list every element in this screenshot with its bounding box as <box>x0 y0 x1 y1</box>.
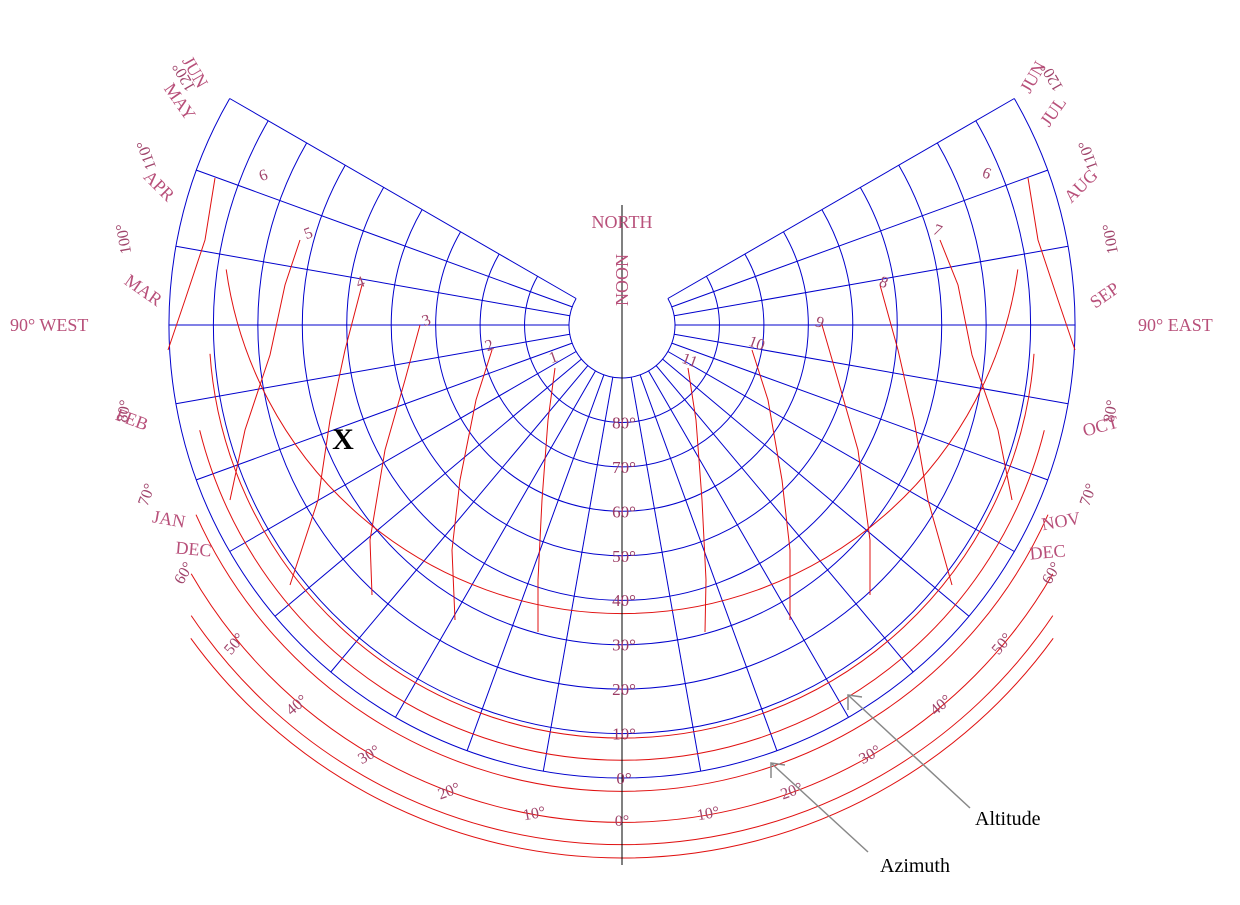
azimuth-label: 100° <box>113 222 135 255</box>
azimuth-radial <box>667 351 1015 552</box>
altitude-label: 0° <box>616 769 631 788</box>
azimuth-radial <box>542 377 614 772</box>
altitude-label: 30° <box>612 636 636 655</box>
east-label: 90° EAST <box>1138 315 1213 335</box>
altitude-label: 80° <box>612 413 636 432</box>
annotation-arrows <box>770 694 971 853</box>
altitude-label: 50° <box>612 547 636 566</box>
hour-label: 3 <box>420 311 433 330</box>
azimuth-radial <box>648 370 849 718</box>
azimuth-radial <box>630 377 702 772</box>
hour-line <box>751 349 791 620</box>
azimuth-radial <box>196 342 573 481</box>
azimuth-label: 80° <box>1101 399 1122 424</box>
azimuth-radial <box>466 374 605 751</box>
azimuth-annotation: Azimuth <box>880 855 950 877</box>
azimuth-radial <box>667 98 1015 299</box>
label-layer: NORTH NOON 90° WEST 90° EAST X Altitude … <box>10 53 1213 877</box>
hour-line <box>821 324 871 595</box>
hour-line <box>879 284 953 586</box>
west-label: 90° WEST <box>10 315 88 335</box>
altitude-label: 60° <box>612 502 636 521</box>
hour-label: 7 <box>931 221 944 240</box>
month-label: FEB <box>113 404 151 434</box>
azimuth-label: 0° <box>615 813 629 830</box>
hour-label: 2 <box>483 336 496 355</box>
altitude-annotation: Altitude <box>975 808 1041 830</box>
altitude-label: 10° <box>612 725 636 744</box>
altitude-arrowhead <box>847 694 863 710</box>
azimuth-label: 110° <box>134 138 160 172</box>
azimuth-label: 40° <box>283 692 311 719</box>
month-label: JUL <box>1036 93 1070 130</box>
azimuth-radial <box>395 370 596 718</box>
azimuth-radial <box>196 169 573 308</box>
hour-line <box>1027 177 1076 351</box>
azimuth-arrow <box>770 762 869 853</box>
azimuth-arrowhead <box>770 762 786 778</box>
hour-label: 10 <box>746 333 767 354</box>
hour-label: 6 <box>257 166 270 185</box>
azimuth-label: 80° <box>114 399 135 424</box>
azimuth-radial <box>175 245 570 317</box>
hour-line <box>167 177 216 351</box>
hour-line <box>451 349 493 621</box>
azimuth-radial <box>655 365 914 673</box>
azimuth-label: 30° <box>355 742 383 768</box>
hour-label: 8 <box>877 273 890 292</box>
month-label: MAR <box>121 270 166 310</box>
month-label: SEP <box>1086 278 1123 312</box>
hour-label: 6 <box>980 164 993 183</box>
hour-line <box>939 239 1013 501</box>
azimuth-radial <box>671 169 1048 308</box>
azimuth-label: 70° <box>135 481 159 508</box>
azimuth-radial <box>274 358 582 617</box>
azimuth-label: 20° <box>778 780 805 804</box>
hour-label: 9 <box>813 313 826 332</box>
hour-line <box>229 239 301 501</box>
month-label: DEC <box>1029 540 1067 563</box>
month-label: DEC <box>175 537 213 560</box>
noon-label: NOON <box>612 254 632 306</box>
hour-label: 4 <box>354 273 367 292</box>
azimuth-label: 100° <box>1100 222 1122 255</box>
altitude-label: 70° <box>612 458 636 477</box>
hour-label: 11 <box>679 350 699 371</box>
azimuth-radial <box>674 245 1069 317</box>
hour-label: 5 <box>302 224 315 243</box>
month-label: AUG <box>1060 165 1102 207</box>
azimuth-radial <box>175 333 570 405</box>
azimuth-radial <box>330 365 589 673</box>
azimuth-radial <box>674 333 1069 405</box>
azimuth-label: 10° <box>522 804 547 825</box>
azimuth-label: 20° <box>436 780 463 804</box>
hour-line <box>369 324 421 596</box>
azimuth-radial <box>662 358 970 617</box>
azimuth-label: 30° <box>856 742 884 768</box>
azimuth-label: 50° <box>221 630 248 658</box>
grid-layer <box>168 98 1076 779</box>
hour-label: 1 <box>547 348 560 367</box>
month-label: OCT <box>1080 412 1120 441</box>
marker-x: X <box>332 423 354 456</box>
azimuth-radial <box>671 342 1048 481</box>
altitude-arrow <box>847 694 971 809</box>
azimuth-radial <box>229 98 577 299</box>
north-label: NORTH <box>592 212 653 232</box>
azimuth-radial <box>639 374 778 751</box>
month-label: JAN <box>151 506 187 531</box>
altitude-label: 20° <box>612 680 636 699</box>
azimuth-label: 10° <box>696 804 721 825</box>
hour-line <box>289 284 363 586</box>
azimuth-label: 60° <box>171 559 197 587</box>
hour-line <box>687 367 707 633</box>
azimuth-radial <box>229 351 577 552</box>
month-label: NOV <box>1040 508 1082 534</box>
azimuth-label: 70° <box>1077 481 1101 508</box>
azimuth-label: 60° <box>1039 559 1065 587</box>
altitude-label: 40° <box>612 591 636 610</box>
hour-line <box>537 367 556 632</box>
